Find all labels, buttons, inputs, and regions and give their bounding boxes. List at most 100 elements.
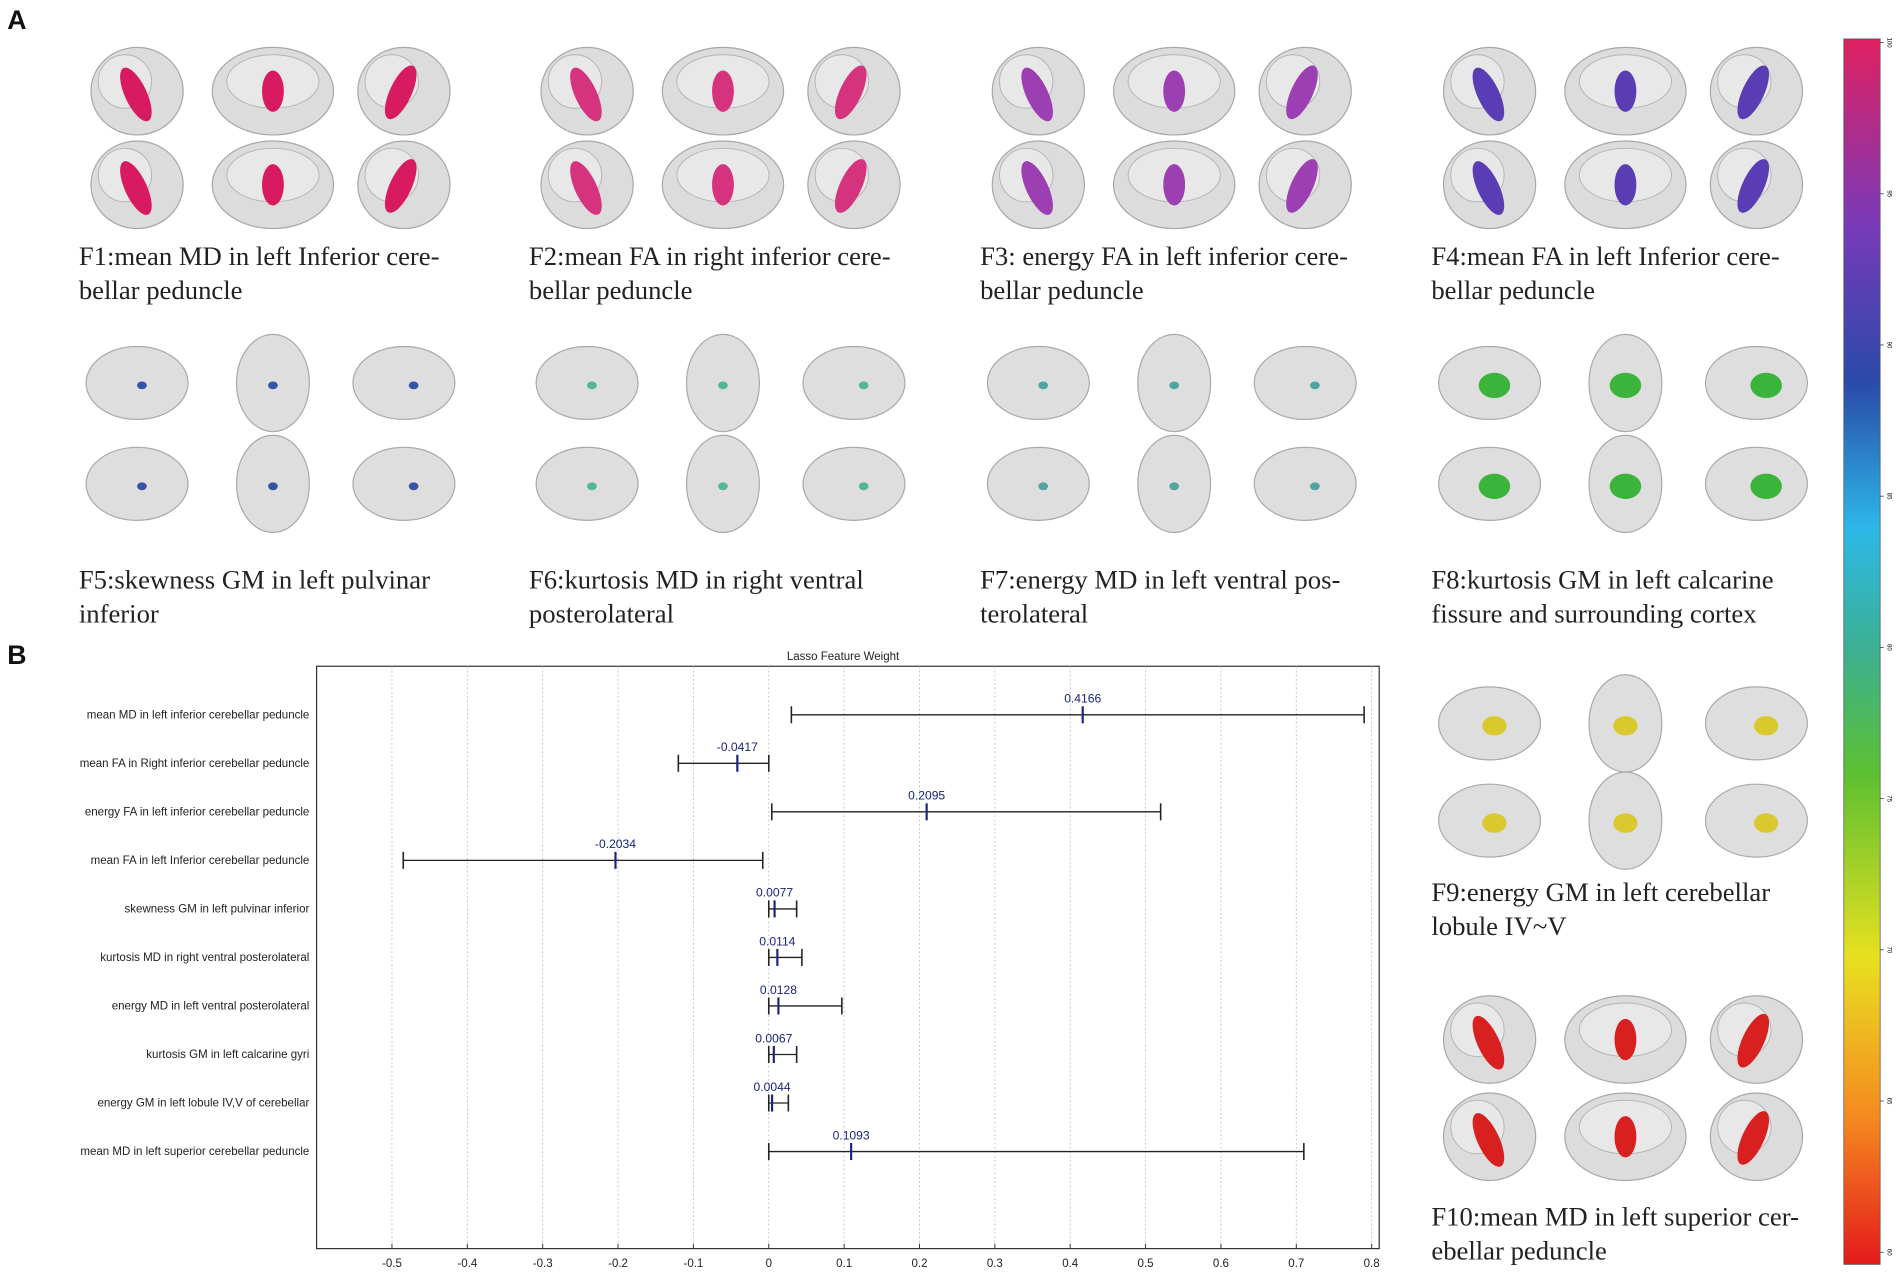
highlight-region [1472,1113,1505,1167]
highlight-region [1614,164,1637,206]
highlight-region [1038,482,1049,491]
highlight-region [137,482,147,491]
brain-shape [352,446,456,521]
highlight-region [1472,161,1505,215]
x-tick-label: -0.1 [683,1258,703,1270]
x-tick-label: 0.4 [1062,1258,1079,1270]
highlight-region [834,159,867,213]
highlight-region [858,482,869,491]
plot-frame [315,665,1380,1250]
highlight-region [268,381,278,390]
x-tick-label: -0.2 [608,1258,628,1270]
y-tick-label: kurtosis GM in left calcarine gyri [146,1049,309,1061]
x-tick-label: 0 [766,1258,772,1270]
y-tick-label: energy MD in left ventral posterolateral [112,1001,310,1013]
panel-label: B [7,640,26,670]
caption: ebellar peduncle [1431,1236,1607,1266]
highlight-region [1737,159,1770,213]
colorbar-tick-label: 85 [1885,493,1891,500]
highlight-region [1169,482,1180,491]
caption: bellar peduncle [980,275,1144,305]
highlight-region [408,482,419,491]
highlight-region [1614,1018,1637,1061]
brain-shape [352,345,456,421]
brain-shape [85,345,189,421]
highlight-region [587,381,597,390]
highlight-region [408,381,419,390]
highlight-region [1754,813,1779,833]
highlight-region [1737,1111,1770,1165]
caption: F8:kurtosis GM in left calcarine [1431,564,1773,594]
caption: posterolateral [529,598,674,628]
colorbar-tick-label: 60 [1885,1249,1891,1256]
brain-shape [85,446,189,521]
highlight-region [1021,67,1053,122]
highlight-region [1754,716,1779,736]
y-tick-label: skewness GM in left pulvinar inferior [125,904,310,916]
highlight-region [1613,716,1638,736]
caption: F5:skewness GM in left pulvinar [79,564,430,594]
colorbar-tick-label: 90 [1885,342,1891,349]
highlight-region [718,381,728,390]
highlight-region [1737,1013,1770,1068]
y-tick-label: kurtosis MD in right ventral posterolate… [100,952,309,964]
panel-label: A [7,5,26,35]
highlight-region [1614,1116,1637,1158]
brain-shape [986,345,1090,421]
highlight-region [120,67,152,122]
caption: F3: energy FA in left inferior cere- [980,241,1348,271]
highlight-region [1021,161,1053,215]
highlight-region [120,161,152,215]
highlight-region [384,65,417,120]
highlight-region [262,70,284,112]
caption: inferior [79,598,159,628]
value-label: -0.0417 [717,740,758,754]
highlight-region [1737,65,1770,120]
colorbar [1843,38,1881,1265]
y-tick-label: mean FA in left Inferior cerebellar pedu… [91,855,310,867]
value-label: 0.2095 [908,789,945,803]
x-tick-label: -0.4 [457,1258,477,1270]
y-tick-label: energy GM in left lobule IV,V of cerebel… [97,1098,309,1110]
highlight-region [712,164,734,206]
x-tick-label: -0.5 [382,1258,402,1270]
brain-shape [802,345,906,421]
highlight-region [1310,381,1320,390]
x-tick-label: -0.3 [533,1258,553,1270]
x-tick-label: 0.8 [1364,1258,1380,1270]
highlight-region [712,70,734,112]
brain-shape [535,345,639,421]
highlight-region [1613,813,1638,833]
highlight-region [1478,473,1511,499]
brain-shape [1253,345,1357,421]
caption: F9:energy GM in left cerebellar [1431,877,1770,907]
caption: F1:mean MD in left Inferior cere- [79,241,440,271]
colorbar-tick-label: 70 [1885,946,1891,953]
caption: F2:mean FA in right inferior cere- [529,241,891,271]
highlight-region [1750,473,1782,499]
x-tick-label: 0.7 [1288,1258,1304,1270]
x-tick-label: 0.3 [987,1258,1003,1270]
caption: F4:mean FA in left Inferior cere- [1431,241,1779,271]
colorbar-tick-label: 80 [1885,644,1891,651]
brain-shape [535,446,639,521]
chart-title: Lasso Feature Weight [787,651,900,663]
y-tick-label: energy FA in left inferior cerebellar pe… [85,806,309,818]
brain-shape [802,446,906,521]
highlight-region [718,482,728,491]
caption: bellar peduncle [1431,275,1595,305]
value-label: 0.0114 [759,934,795,948]
caption: fissure and surrounding cortex [1431,598,1757,628]
colorbar-tick-label: 100 [1885,37,1891,48]
caption: terolateral [980,598,1088,628]
value-label: 0.0067 [755,1031,792,1045]
caption: F10:mean MD in left superior cer- [1431,1201,1799,1231]
caption: F6:kurtosis MD in right ventral [529,564,864,594]
highlight-region [1478,372,1511,399]
highlight-region [1038,381,1049,390]
x-tick-label: 0.2 [911,1258,927,1270]
value-label: 0.1093 [833,1128,870,1142]
highlight-region [1482,813,1507,833]
highlight-region [1286,65,1318,120]
